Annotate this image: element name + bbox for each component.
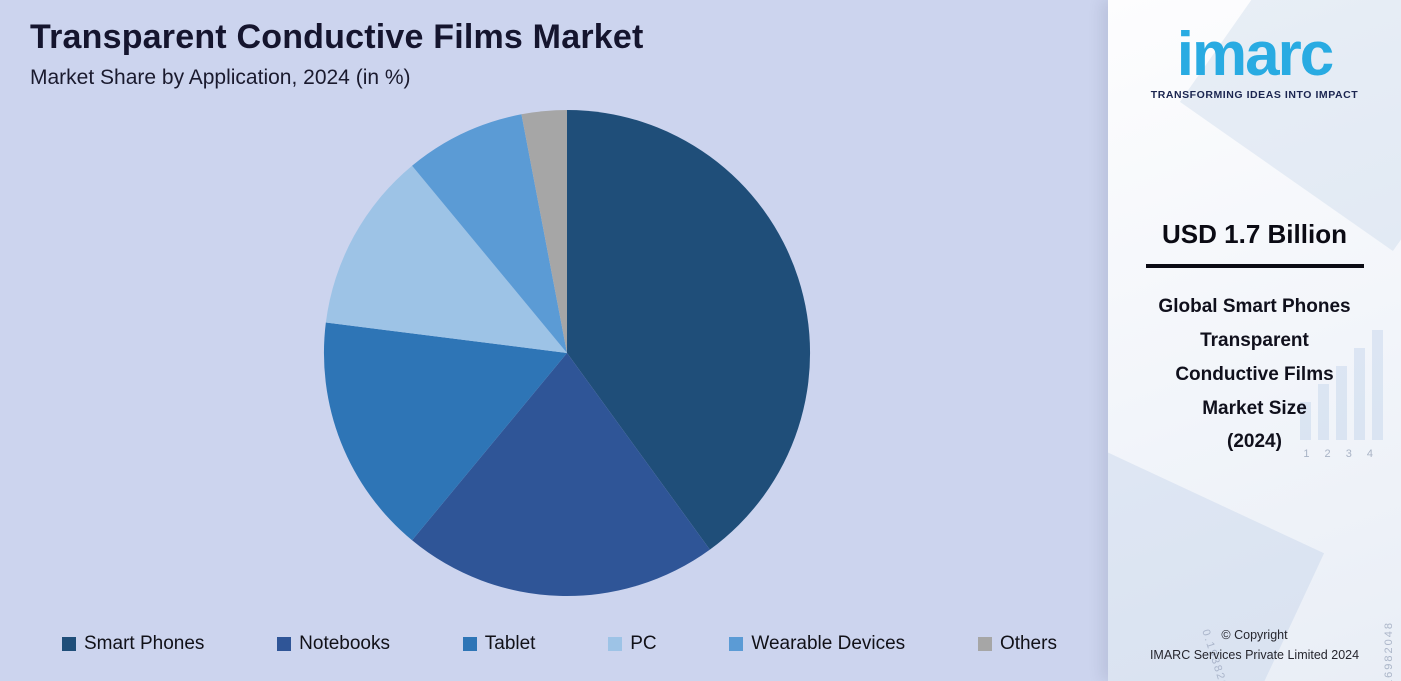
pie-slice-pc [325, 165, 567, 353]
legend-label-smart-phones: Smart Phones [84, 633, 205, 654]
legend-item-smart-phones: Smart Phones [62, 633, 204, 655]
chart-legend: Smart Phones Notebooks Tablet PC Wearable De… [62, 633, 1057, 655]
legend-label-notebooks: Notebooks [299, 633, 390, 654]
pie-slice-notebooks [412, 353, 710, 597]
legend-item-wearable-devices: Wearable Devices [729, 633, 905, 655]
legend-label-tablet: Tablet [484, 633, 536, 654]
imarc-logo: imarc TRANSFORMING IDEAS INTO IMPACT [1151, 22, 1358, 101]
legend-item-notebooks: Notebooks [277, 633, 390, 655]
imarc-logo-text: imarc [1176, 20, 1334, 89]
pie-slice-tablet [323, 322, 567, 541]
header: Transparent Conductive Films Market Mark… [30, 18, 644, 90]
legend-item-others: Others [977, 633, 1057, 655]
legend-label-wearable-devices: Wearable Devices [751, 633, 906, 654]
legend-swatch-smart-phones [62, 637, 76, 651]
legend-swatch-tablet [462, 637, 477, 651]
stat-label-line: Market Size [1202, 397, 1307, 419]
pie-slice-smart-phones [567, 109, 811, 550]
stat-label-line: Transparent [1200, 329, 1309, 351]
stat-label: Global Smart Phones Transparent Conducti… [1126, 290, 1383, 459]
brand-sidebar: 1 2 3 4 16982048 0.19382048 imarc TRANSF… [1108, 0, 1401, 681]
market-size-stat: USD 1.7 Billion Global Smart Phones Tran… [1126, 219, 1383, 459]
page-title: Transparent Conductive Films Market [30, 18, 644, 56]
copyright-line2: IMARC Services Private Limited 2024 [1149, 647, 1360, 662]
legend-swatch-wearable-devices [729, 637, 744, 651]
legend-label-pc: PC [630, 633, 657, 654]
legend-swatch-notebooks [277, 637, 292, 651]
legend-swatch-others [977, 637, 992, 651]
legend-label-others: Others [999, 633, 1057, 654]
stat-label-line: Conductive Films [1175, 363, 1334, 385]
sidebar-content: imarc TRANSFORMING IDEAS INTO IMPACT USD… [1108, 0, 1401, 681]
pie-slice-wearable-devices [412, 114, 567, 354]
pie-slice-others [521, 109, 567, 354]
stat-label-line: Global Smart Phones [1158, 296, 1351, 318]
legend-item-pc: PC [608, 633, 657, 655]
stat-label-line: (2024) [1227, 431, 1282, 453]
stat-underline [1145, 264, 1364, 269]
page-subtitle: Market Share by Application, 2024 (in %) [30, 66, 411, 89]
imarc-tagline: TRANSFORMING IDEAS INTO IMPACT [1150, 89, 1359, 102]
copyright-line1: © Copyright [1221, 628, 1288, 643]
pie-chart [320, 106, 814, 600]
legend-item-tablet: Tablet [462, 633, 536, 655]
legend-swatch-pc [608, 637, 623, 651]
stat-value: USD 1.7 Billion [1162, 219, 1347, 250]
pie-chart-svg [323, 109, 811, 597]
copyright: © Copyright IMARC Services Private Limit… [1108, 626, 1401, 665]
